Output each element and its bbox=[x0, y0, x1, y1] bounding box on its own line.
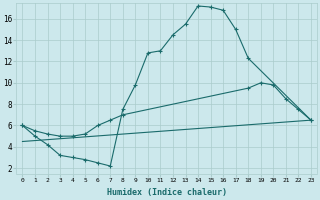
X-axis label: Humidex (Indice chaleur): Humidex (Indice chaleur) bbox=[107, 188, 227, 197]
